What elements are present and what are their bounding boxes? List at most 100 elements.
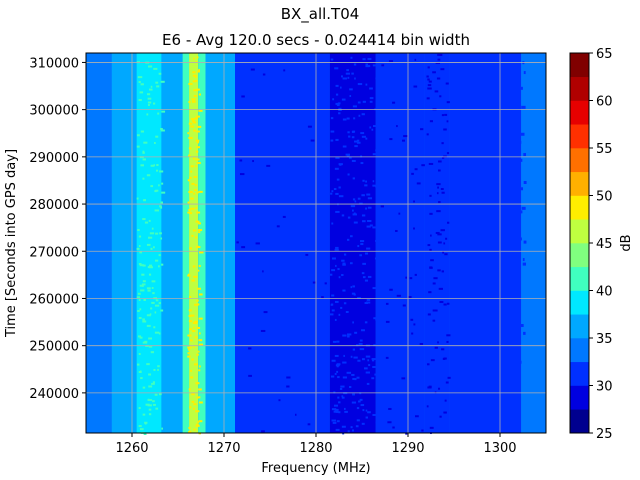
heatmap-speckle	[335, 264, 337, 267]
colorbar-segment	[570, 148, 589, 173]
heatmap-speckle	[159, 170, 164, 173]
heatmap-speckle	[189, 328, 193, 331]
heatmap-speckle	[356, 407, 360, 410]
heatmap-speckle	[522, 262, 526, 266]
heatmap-speckle	[440, 229, 445, 232]
heatmap-speckle	[361, 272, 365, 275]
heatmap-speckle	[432, 319, 436, 322]
heatmap-speckle	[341, 98, 346, 101]
heatmap-speckle	[138, 244, 141, 247]
heatmap-speckle	[147, 399, 153, 402]
heatmap-speckle	[403, 135, 408, 138]
heatmap-speckle	[429, 426, 434, 429]
heatmap-speckle	[521, 206, 526, 210]
heatmap-speckle	[337, 396, 340, 399]
heatmap-speckle	[354, 331, 358, 334]
heatmap-speckle	[341, 274, 344, 277]
heatmap-speckle	[352, 213, 357, 216]
colorbar-segment	[570, 76, 589, 101]
heatmap-speckle	[252, 160, 255, 163]
heatmap-speckle	[338, 313, 341, 316]
heatmap-speckle	[250, 68, 255, 71]
heatmap-speckle	[350, 355, 353, 358]
heatmap-speckle	[358, 114, 361, 117]
heatmap-speckle	[352, 348, 356, 351]
heatmap-speckle	[192, 157, 196, 160]
heatmap-speckle	[362, 100, 366, 103]
heatmap-speckle	[188, 314, 192, 317]
heatmap-speckle	[331, 257, 336, 260]
heatmap-speckle	[197, 350, 200, 353]
heatmap-speckle	[142, 199, 146, 202]
heatmap-speckle	[359, 348, 365, 351]
heatmap-speckle	[405, 432, 408, 435]
heatmap-speckle	[335, 156, 340, 159]
heatmap-speckle	[143, 141, 148, 144]
heatmap-band	[182, 53, 190, 433]
heatmap-speckle	[366, 225, 371, 228]
heatmap-speckle	[420, 128, 424, 131]
heatmap-speckle	[347, 216, 351, 219]
heatmap-speckle	[342, 263, 346, 266]
heatmap-speckle	[519, 187, 524, 191]
heatmap-speckle	[389, 288, 393, 291]
heatmap-speckle	[192, 265, 196, 268]
heatmap-speckle	[446, 340, 449, 343]
heatmap-speckle	[154, 209, 159, 212]
heatmap-speckle	[372, 287, 377, 290]
heatmap-speckle	[373, 317, 378, 320]
heatmap-speckle	[367, 219, 372, 222]
heatmap-speckle	[413, 227, 415, 230]
heatmap-speckle	[413, 200, 415, 203]
heatmap-speckle	[282, 215, 286, 218]
heatmap-speckle	[333, 391, 336, 394]
heatmap-speckle	[346, 154, 350, 157]
heatmap-speckle	[191, 330, 196, 333]
heatmap-speckle	[349, 95, 352, 98]
heatmap-speckle	[338, 401, 341, 404]
heatmap-speckle	[148, 345, 153, 348]
heatmap-speckle	[372, 226, 376, 229]
heatmap-speckle	[192, 80, 197, 83]
heatmap-speckle	[438, 387, 441, 390]
heatmap-speckle	[365, 355, 371, 358]
heatmap-speckle	[360, 243, 364, 246]
heatmap-speckle	[416, 182, 421, 185]
heatmap-speckle	[312, 281, 317, 284]
heatmap-speckle	[387, 421, 392, 424]
heatmap-speckle	[428, 162, 434, 165]
heatmap-speckle	[341, 259, 345, 262]
heatmap-speckle	[427, 313, 431, 316]
heatmap-speckle	[154, 331, 160, 334]
heatmap-speckle	[137, 292, 141, 295]
colorbar-tick-label: 60	[596, 95, 613, 110]
heatmap-speckle	[155, 169, 159, 172]
heatmap-speckle	[360, 132, 365, 135]
heatmap-speckle	[198, 369, 201, 372]
heatmap-speckle	[398, 212, 401, 215]
heatmap-speckle	[330, 139, 334, 142]
heatmap-speckle	[142, 280, 146, 283]
heatmap-speckle	[148, 413, 152, 416]
heatmap-speckle	[197, 421, 199, 424]
heatmap-speckle	[411, 172, 414, 175]
heatmap-speckle	[351, 72, 354, 75]
heatmap-speckle	[146, 363, 150, 366]
heatmap-speckle	[441, 156, 445, 159]
heatmap-speckle	[388, 407, 392, 410]
heatmap-speckle	[241, 95, 245, 98]
heatmap-speckle	[334, 318, 337, 321]
colorbar-tick-label: 65	[596, 47, 613, 62]
heatmap-speckle	[351, 136, 355, 139]
heatmap-speckle	[153, 102, 156, 105]
heatmap-speckle	[523, 331, 526, 335]
heatmap-speckle	[342, 262, 346, 265]
heatmap-speckle	[198, 401, 203, 404]
heatmap-speckle	[142, 318, 145, 321]
heatmap-speckle	[413, 323, 416, 326]
heatmap-speckle	[353, 221, 358, 224]
heatmap-band	[161, 53, 183, 433]
heatmap-speckle	[142, 158, 146, 161]
heatmap-speckle	[338, 112, 341, 115]
heatmap-speckle	[158, 254, 161, 257]
